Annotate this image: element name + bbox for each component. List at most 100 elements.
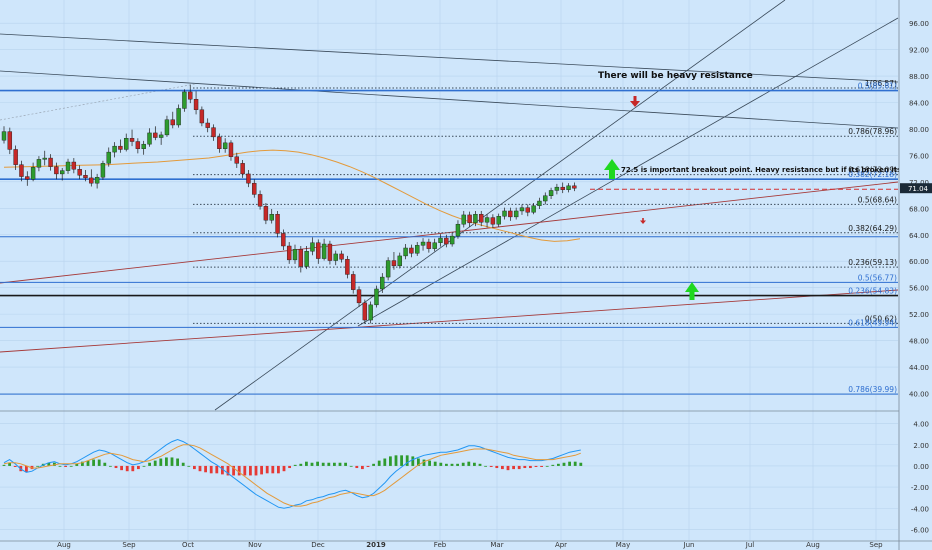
price-tick-label: 44.00 — [909, 364, 929, 372]
candle-body — [182, 91, 187, 109]
macd-histogram-bar — [282, 465, 286, 472]
moving-average — [3, 149, 581, 242]
macd-histogram-bar — [484, 465, 487, 467]
candle-body — [345, 259, 350, 275]
candle-body — [205, 122, 210, 128]
candle-body — [537, 200, 542, 206]
candle — [30, 162, 36, 182]
candle-body — [292, 249, 298, 261]
candle-body — [118, 145, 123, 150]
macd-histogram-bar — [389, 456, 392, 466]
macd-histogram-bar — [237, 465, 241, 476]
macd-histogram-bar — [534, 465, 538, 467]
macd-histogram-bar — [456, 463, 459, 466]
macd-histogram-bar — [422, 459, 426, 466]
candle-body — [484, 217, 490, 223]
candle — [48, 154, 53, 171]
candle-body — [158, 134, 164, 138]
candle — [467, 211, 472, 227]
macd-histogram-bar — [417, 458, 420, 466]
candle-body — [77, 169, 82, 176]
macd-histogram-bar — [349, 465, 353, 467]
candle-body — [170, 119, 175, 126]
candle-body — [455, 223, 461, 237]
grid-lines — [0, 0, 898, 540]
fib-levels[interactable]: 1(86.57)0.5(85.81) 0.786(78.96) 0.618(73.0… — [0, 79, 898, 395]
candle — [228, 140, 234, 161]
candle — [391, 251, 397, 270]
candle — [42, 150, 47, 166]
candle-body — [444, 237, 449, 245]
candle — [19, 160, 24, 182]
price-tick-label: 96.00 — [909, 20, 929, 28]
level-label-fib-0b: 0.618(49.94) — [848, 318, 897, 327]
macd-histogram-bar — [277, 465, 280, 474]
macd-histogram-bar — [445, 463, 448, 466]
candle-body — [333, 253, 338, 261]
candle — [420, 238, 426, 251]
level-label-fib-236: 0.236(59.13) — [848, 258, 897, 267]
candle-body — [188, 91, 193, 100]
moving-average-line — [3, 149, 581, 242]
candle — [537, 197, 542, 209]
time-tick-label: Sep — [122, 541, 136, 549]
candle — [263, 203, 269, 225]
candle-body — [54, 166, 59, 175]
candle-body — [397, 255, 402, 267]
candle-body — [502, 210, 507, 217]
candle-body — [543, 195, 548, 202]
candle — [36, 156, 42, 172]
down-arrow-icon — [630, 96, 640, 107]
candle — [490, 214, 496, 229]
candle — [339, 250, 344, 263]
macd-histogram-bar — [181, 462, 185, 466]
macd-histogram-bar — [221, 465, 224, 475]
candle-body — [1, 131, 7, 141]
candle-body — [467, 214, 472, 224]
candle — [124, 133, 129, 152]
macd-histogram-bar — [400, 455, 403, 466]
macd-histogram-bar — [47, 462, 51, 466]
candle-body — [36, 159, 42, 168]
macd-histogram-bar — [232, 465, 235, 476]
macd-histogram-bar — [557, 463, 560, 466]
macd-histogram-bar — [86, 460, 90, 466]
macd-histogram-bar — [81, 461, 84, 466]
macd-tick-label: 2.00 — [913, 442, 929, 450]
candle — [252, 179, 257, 198]
macd-histogram-bar — [53, 462, 56, 466]
macd-histogram-bar — [495, 465, 499, 469]
candle-body — [409, 247, 414, 254]
trendlines[interactable] — [0, 0, 899, 411]
price-tick-label: 48.00 — [909, 338, 929, 346]
candle — [240, 160, 245, 178]
candle-body — [490, 217, 496, 225]
macd-histogram-bar — [204, 465, 207, 473]
candle — [286, 242, 292, 264]
macd-histogram-bar — [215, 465, 219, 474]
level-label-fib-86b: 0.5(85.81) — [858, 82, 897, 91]
price-tick-label: 72.00 — [909, 179, 929, 187]
candle-body — [164, 119, 170, 136]
candle — [89, 169, 94, 187]
candle-body — [461, 214, 466, 225]
candle — [496, 213, 501, 227]
candle-body — [234, 156, 240, 164]
candle — [217, 133, 222, 153]
level-label-fib-382: 0.382(64.29) — [848, 224, 897, 233]
macd-histogram-bar — [321, 462, 325, 466]
candle — [54, 162, 59, 180]
candle — [304, 246, 309, 270]
macd-histogram-bar — [2, 464, 6, 466]
level-label-fib-786b: 0.786(39.99) — [848, 385, 897, 394]
macd-histogram-bar — [562, 462, 566, 466]
candle — [94, 173, 100, 189]
candle-body — [211, 127, 216, 138]
price-tick-label: 80.00 — [909, 126, 929, 134]
candle — [397, 252, 402, 269]
candle — [292, 244, 298, 264]
signal-line — [3, 444, 581, 507]
macd-histogram-bar — [327, 462, 331, 466]
macd-tick-label: -4.00 — [911, 505, 929, 513]
